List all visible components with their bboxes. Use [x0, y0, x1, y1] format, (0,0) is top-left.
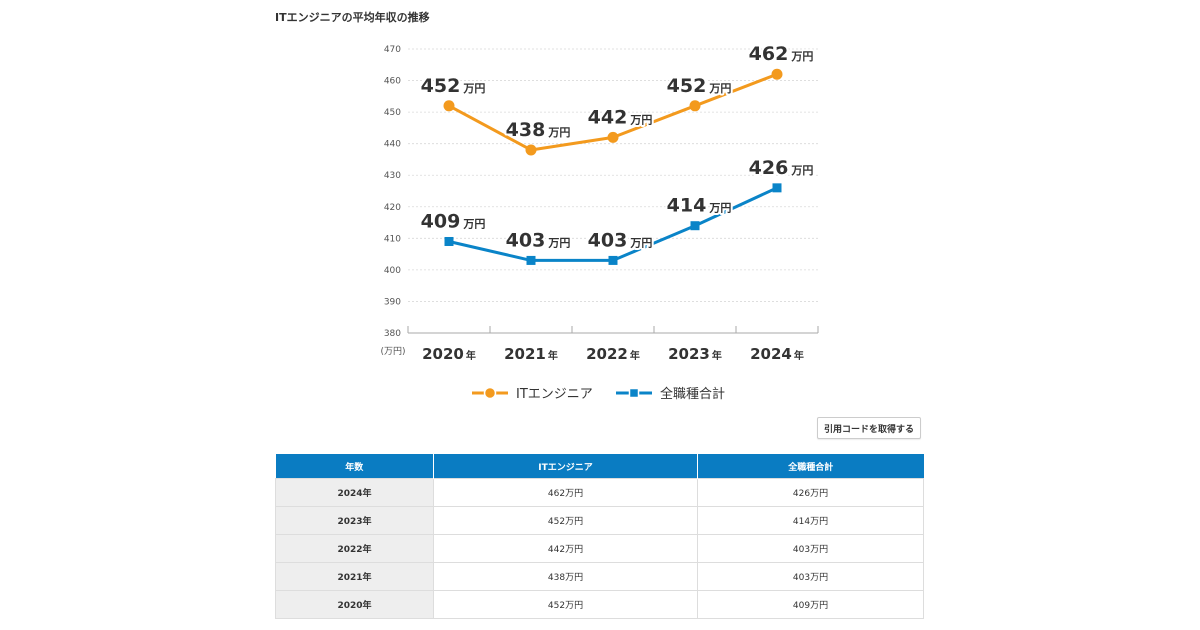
salary-table: 年数 ITエンジニア 全職種合計 2024年 462万円 426万円 2023年…: [275, 454, 924, 619]
table-cell-all-salary: 414万円: [697, 506, 924, 535]
legend-label: ITエンジニア: [516, 387, 593, 402]
y-tick-label: 410: [384, 234, 401, 244]
data-label: 409 万円: [421, 210, 486, 232]
y-tick-label: 380: [384, 329, 401, 339]
legend-item-all-occupations: 全職種合計: [616, 386, 725, 402]
y-tick-label: 420: [384, 203, 401, 213]
y-tick-label: 440: [384, 140, 401, 150]
x-tick-label: 2023 年: [668, 345, 722, 363]
table-cell-it-salary: 452万円: [433, 506, 698, 535]
table-cell-year: 2021年: [275, 562, 434, 591]
table-header-all-occupations: 全職種合計: [697, 454, 924, 479]
data-point: [608, 255, 618, 265]
data-label: 414 万円: [667, 195, 732, 217]
data-point: [526, 255, 536, 265]
x-tick-label: 2021 年: [504, 345, 558, 363]
y-tick-label: 460: [384, 77, 401, 87]
data-point: [607, 131, 619, 143]
y-tick-label: 470: [384, 45, 401, 55]
table-cell-all-salary: 426万円: [697, 478, 924, 507]
table-cell-all-salary: 403万円: [697, 534, 924, 563]
data-label: 438 万円: [506, 119, 571, 141]
y-tick-label: 430: [384, 171, 401, 181]
y-tick-label: 400: [384, 266, 401, 276]
table-row: 2024年 462万円 426万円: [275, 478, 924, 507]
data-label: 442 万円: [588, 106, 653, 128]
data-label: 426 万円: [749, 157, 814, 179]
data-point: [771, 68, 783, 80]
get-citation-code-button[interactable]: 引用コードを取得する: [817, 417, 921, 439]
data-point: [443, 100, 455, 112]
data-label: 452 万円: [421, 75, 486, 97]
data-point: [525, 144, 537, 156]
table-header-row: 年数 ITエンジニア 全職種合計: [275, 454, 924, 479]
table-cell-year: 2020年: [275, 590, 434, 619]
y-tick-label: 390: [384, 297, 401, 307]
data-point: [689, 100, 701, 112]
table-cell-it-salary: 442万円: [433, 534, 698, 563]
table-cell-it-salary: 462万円: [433, 478, 698, 507]
legend-label: 全職種合計: [660, 386, 725, 402]
table-row: 2021年 438万円 403万円: [275, 562, 924, 591]
data-point: [772, 183, 782, 193]
line-chart: 380 390 400 410 420 430 440 450 460 470 (万円) 2020 年 2…: [380, 41, 819, 402]
table-row: 2020年 452万円 409万円: [275, 590, 924, 619]
table-header-year: 年数: [275, 454, 434, 479]
y-tick-label: 450: [384, 108, 401, 118]
table-cell-all-salary: 403万円: [697, 562, 924, 591]
table-cell-it-salary: 452万円: [433, 590, 698, 619]
table-cell-year: 2022年: [275, 534, 434, 563]
legend-marker: [483, 386, 497, 400]
table-cell-year: 2023年: [275, 506, 434, 535]
page-title: ITエンジニアの平均年収の推移: [275, 11, 430, 24]
table-cell-year: 2024年: [275, 478, 434, 507]
data-label: 403 万円: [588, 229, 653, 251]
data-point: [690, 221, 700, 231]
table-row: 2023年 452万円 414万円: [275, 506, 924, 535]
legend-item-it-engineer: ITエンジニア: [472, 386, 593, 402]
data-label: 452 万円: [667, 75, 732, 97]
data-point: [444, 236, 454, 246]
x-tick-label: 2020 年: [422, 345, 476, 363]
data-label: 462 万円: [749, 43, 814, 65]
data-label: 403 万円: [506, 229, 571, 251]
y-axis-label: (万円): [380, 346, 405, 357]
x-tick-label: 2024 年: [750, 345, 804, 363]
legend-marker: [628, 387, 640, 399]
table-cell-all-salary: 409万円: [697, 590, 924, 619]
table-cell-it-salary: 438万円: [433, 562, 698, 591]
table-header-it-engineer: ITエンジニア: [433, 454, 698, 479]
x-tick-label: 2022 年: [586, 345, 640, 363]
table-row: 2022年 442万円 403万円: [275, 534, 924, 563]
